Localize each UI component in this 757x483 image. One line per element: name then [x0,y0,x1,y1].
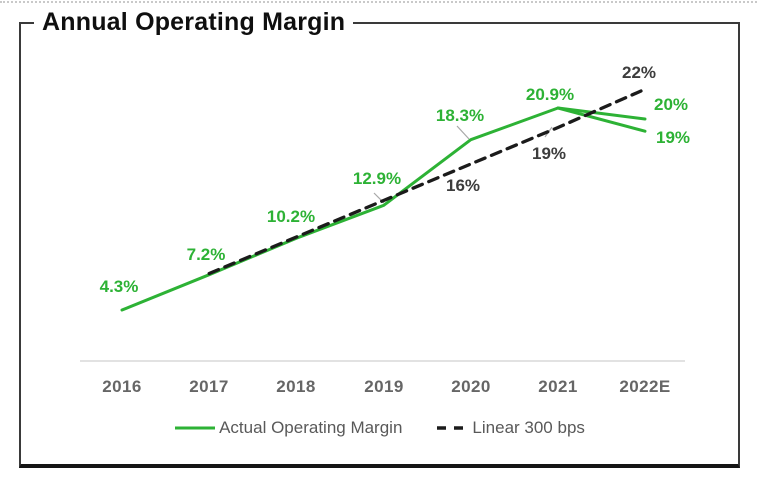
x-axis-label-2018: 2018 [276,377,316,396]
legend-label-linear: Linear 300 bps [472,418,585,437]
data-label-actual-2017: 7.2% [186,245,226,264]
data-label-actual-2021: 20.9% [525,85,575,104]
black-dashed-line-swatch [437,426,464,430]
chart-title: Annual Operating Margin [34,7,354,37]
legend-label-actual: Actual Operating Margin [219,418,403,437]
data-label-forecast-low-2022e: 19% [655,128,691,147]
data-label-linear-2021: 19% [531,144,567,163]
x-axis-label-2021: 2021 [538,377,578,396]
green-solid-line-swatch [175,426,216,430]
legend-item-actual: Actual Operating Margin [174,418,402,438]
legend-item-linear: Linear 300 bps [436,418,585,438]
data-label-forecast-high-2022e: 20% [653,95,689,114]
page-top-divider [0,1,757,3]
data-label-linear-2022e: 22% [621,63,657,82]
data-label-actual-2019: 12.9% [352,169,402,188]
data-label-actual-2016: 4.3% [99,277,139,296]
x-axis-label-2017: 2017 [189,377,229,396]
data-label-actual-2018: 10.2% [266,207,316,226]
x-axis-label-2016: 2016 [102,377,142,396]
legend: Actual Operating Margin Linear 300 bps [19,418,740,438]
data-label-linear-2020: 16% [445,176,481,195]
chart-frame [19,22,740,468]
x-axis-label-2020: 2020 [451,377,491,396]
data-label-actual-2020: 18.3% [435,106,485,125]
x-axis-label-2019: 2019 [364,377,404,396]
x-axis-label-2022e: 2022E [619,377,671,396]
